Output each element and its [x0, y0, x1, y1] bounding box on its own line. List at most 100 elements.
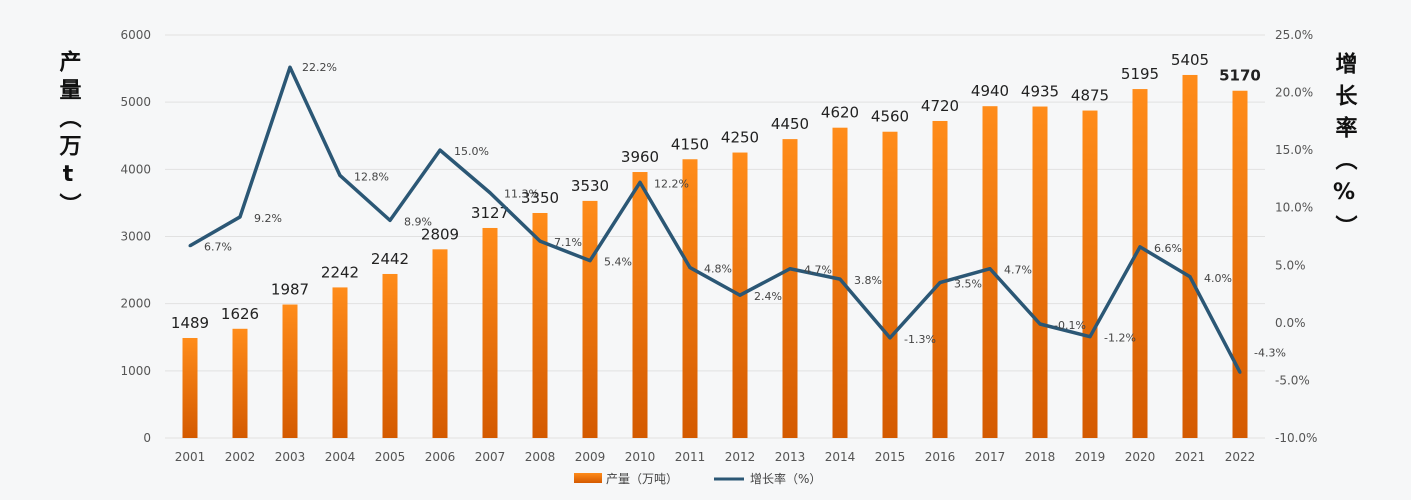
production-bar	[882, 131, 898, 438]
bar-value-label: 5195	[1121, 65, 1159, 83]
left-axis-tick-label: 5000	[120, 95, 151, 109]
growth-rate-point	[388, 218, 392, 222]
growth-rate-point	[488, 191, 492, 195]
left-axis-title: 产量（万t）	[56, 50, 83, 221]
x-axis-tick-label: 2004	[325, 450, 356, 464]
x-axis-tick-label: 2018	[1025, 450, 1056, 464]
bar-value-label: 3530	[571, 177, 609, 195]
x-axis-tick-label: 2006	[425, 450, 456, 464]
growth-rate-point	[988, 267, 992, 271]
growth-rate-label: 4.0%	[1204, 272, 1232, 285]
x-axis-tick-label: 2013	[775, 450, 806, 464]
growth-rate-label: 22.2%	[302, 61, 337, 74]
production-bar	[832, 127, 848, 438]
bar-value-label: 4250	[721, 129, 759, 147]
growth-rate-point	[588, 259, 592, 263]
bar-value-label: 2809	[421, 225, 459, 243]
bar-value-label: 4940	[971, 82, 1009, 100]
production-bar	[1082, 110, 1098, 438]
growth-rate-point	[888, 336, 892, 340]
production-bar	[1232, 90, 1248, 438]
x-axis-tick-label: 2020	[1125, 450, 1156, 464]
growth-rate-label: -0.1%	[1054, 319, 1086, 332]
left-axis-tick-label: 3000	[120, 230, 151, 244]
x-axis-tick-label: 2014	[825, 450, 856, 464]
growth-rate-point	[1138, 245, 1142, 249]
production-bar	[1032, 106, 1048, 438]
growth-rate-point	[438, 148, 442, 152]
bar-value-label: 3127	[471, 204, 509, 222]
right-axis-title: 增长率（%）	[1332, 51, 1358, 247]
x-axis-tick-label: 2016	[925, 450, 956, 464]
legend-bar-swatch	[574, 473, 602, 483]
x-axis-tick-label: 2015	[875, 450, 906, 464]
production-bar	[1132, 89, 1148, 439]
growth-rate-point	[288, 65, 292, 69]
right-axis-tick-label: 5.0%	[1275, 258, 1306, 272]
x-axis-tick-label: 2005	[375, 450, 406, 464]
growth-rate-label: 6.7%	[204, 241, 232, 254]
production-bar	[182, 337, 198, 438]
growth-rate-point	[1238, 370, 1242, 374]
bar-value-label: 4875	[1071, 87, 1109, 105]
bar-value-label: 4620	[821, 104, 859, 122]
growth-rate-point	[1038, 322, 1042, 326]
bars	[182, 74, 1248, 439]
production-bar	[382, 273, 398, 438]
x-axis-tick-label: 2017	[975, 450, 1006, 464]
growth-rate-label: 8.9%	[404, 215, 432, 228]
growth-rate-label: 4.7%	[804, 264, 832, 277]
growth-rate-point	[188, 244, 192, 248]
growth-rate-label: 12.2%	[654, 177, 689, 190]
production-bar	[582, 200, 598, 438]
right-axis-tick-label: 0.0%	[1275, 316, 1306, 330]
x-axis-tick-label: 2008	[525, 450, 556, 464]
growth-rate-point	[538, 239, 542, 243]
bar-value-labels: 1489 1626 1987 2242 2442 2809 3127 3350 3530 3960…	[171, 51, 1261, 332]
right-y-axis: -10.0% -5.0% 0.0% 5.0% 10.0% 15.0% 20.0% 25.0%	[1275, 28, 1317, 445]
production-bar	[282, 304, 298, 438]
growth-rate-labels: 6.7% 9.2% 22.2% 12.8% 8.9% 15.0% 11.3% 7.1% 5.4%…	[204, 61, 1286, 359]
left-axis-tick-label: 4000	[120, 162, 151, 176]
right-axis-tick-label: 25.0%	[1275, 28, 1313, 42]
bar-value-label: 1987	[271, 281, 309, 299]
growth-rate-point	[238, 215, 242, 219]
growth-rate-label: 15.0%	[454, 145, 489, 158]
growth-rate-label: 11.3%	[504, 188, 539, 201]
bar-value-label: 1626	[221, 305, 259, 323]
left-axis-tick-label: 0	[143, 431, 151, 445]
bar-value-label: 4720	[921, 97, 959, 115]
x-axis-tick-label: 2009	[575, 450, 606, 464]
x-axis-tick-label: 2012	[725, 450, 756, 464]
growth-rate-point	[738, 293, 742, 297]
bar-value-label: 2442	[371, 250, 409, 268]
gridlines	[165, 34, 1265, 439]
growth-rate-point	[1188, 275, 1192, 279]
growth-rate-label: 3.8%	[854, 274, 882, 287]
growth-rate-label: -1.3%	[904, 333, 936, 346]
legend-line-label: 增长率（%）	[750, 471, 821, 486]
x-axis-tick-label: 2021	[1175, 450, 1206, 464]
production-bar	[1182, 74, 1198, 438]
production-bar	[532, 212, 548, 438]
bar-value-label: 4935	[1021, 83, 1059, 101]
x-axis-tick-label: 2019	[1075, 450, 1106, 464]
production-bar	[432, 249, 448, 438]
left-y-axis: 0 1000 2000 3000 4000 5000 6000	[120, 28, 151, 445]
production-bar	[632, 172, 648, 438]
growth-rate-point	[638, 180, 642, 184]
production-bar	[932, 120, 948, 439]
right-axis-tick-label: 20.0%	[1275, 86, 1313, 100]
growth-rate-point	[1088, 335, 1092, 339]
x-axis-tick-label: 2003	[275, 450, 306, 464]
left-axis-tick-label: 2000	[120, 297, 151, 311]
growth-rate-label: 5.4%	[604, 256, 632, 269]
growth-rate-label: 3.5%	[954, 278, 982, 291]
growth-rate-point	[938, 281, 942, 285]
production-bar	[782, 139, 798, 438]
bar-value-label: 5170	[1219, 67, 1261, 85]
growth-rate-point	[838, 277, 842, 281]
x-axis-tick-label: 2007	[475, 450, 506, 464]
